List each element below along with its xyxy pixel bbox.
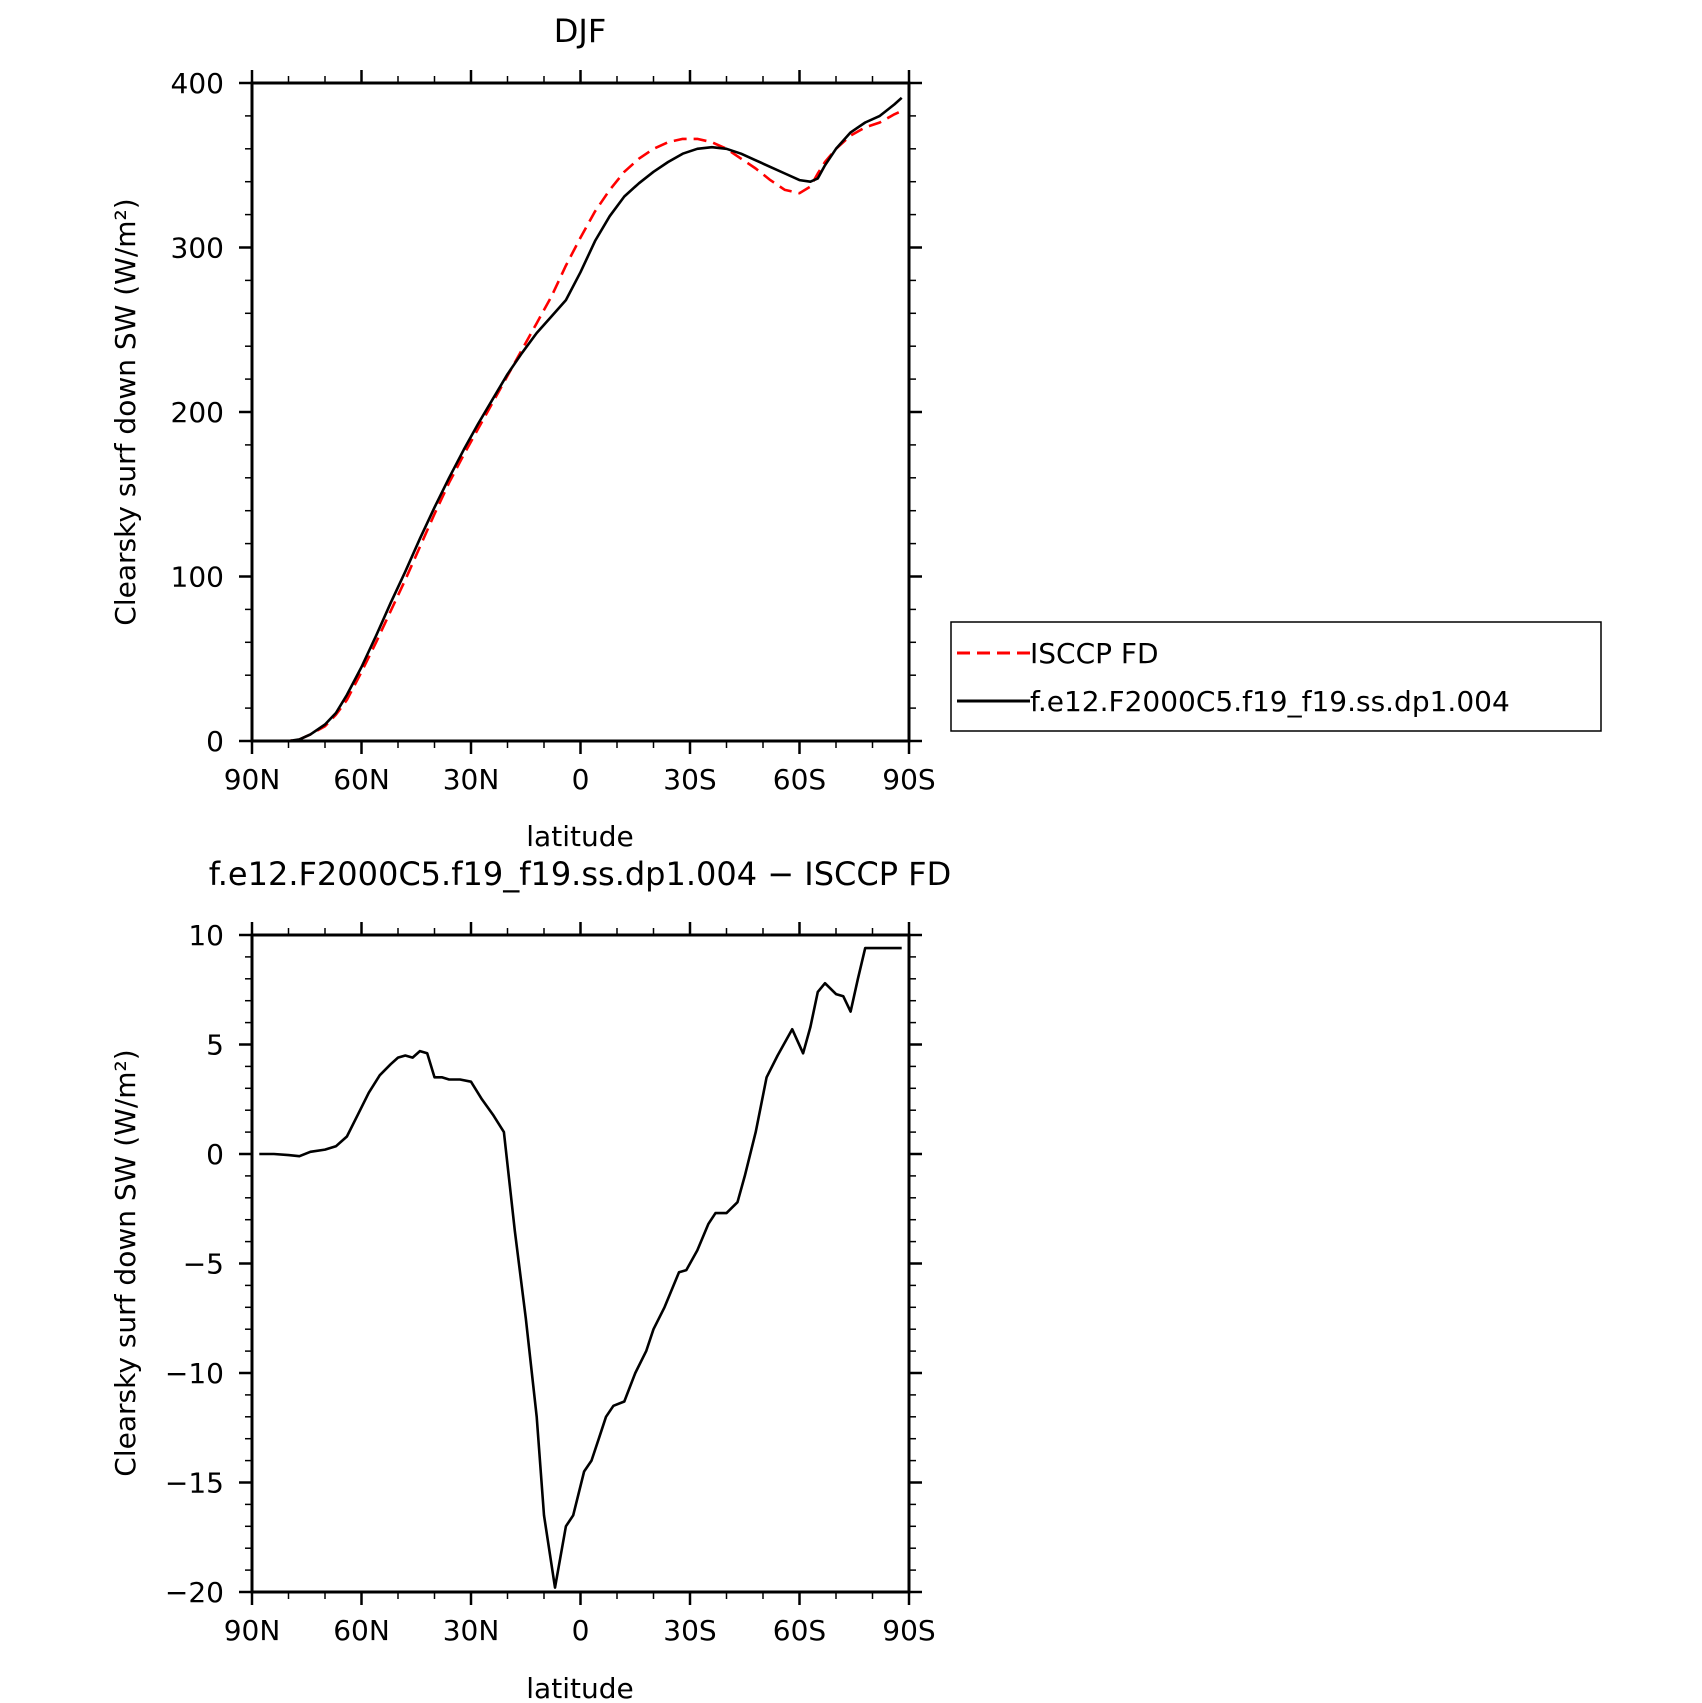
bottom-y-tick-label: 0 [206,1138,224,1171]
top-y-tick-label: 0 [206,725,224,758]
top-series-line-1 [259,96,903,743]
legend-box [950,621,1602,732]
top-series-lines [259,96,903,743]
bottom-x-tick-label: 60S [773,1614,826,1647]
legend-label-isccp: ISCCP FD [1030,637,1159,670]
panel-bottom-title: f.e12.F2000C5.f19_f19.ss.dp1.004 − ISCCP… [209,855,951,893]
bottom-axes: 90N 60N 30N 0 30S 60S 90S −20 −15 −10 −5 0 5 10 [165,919,936,1647]
bottom-y-tick-label: −15 [165,1467,224,1500]
top-y-tick-label: 300 [171,232,224,265]
bottom-x-axis-title: latitude [526,1672,633,1703]
bottom-x-tick-label: 90N [224,1614,281,1647]
panel-top-chart: DJF 90N 60N 30N 0 30S 60S 90S 0 100 200 300 400 lat… [109,12,936,853]
top-x-tick-label: 60N [333,763,390,796]
panel-bottom-chart: f.e12.F2000C5.f19_f19.ss.dp1.004 − ISCCP… [109,855,951,1703]
bottom-y-tick-label: 5 [206,1029,224,1062]
bottom-y-tick-label: −10 [165,1357,224,1390]
top-y-tick-label: 100 [171,561,224,594]
top-y-axis-title: Clearsky surf down SW (W/m²) [109,198,142,625]
top-x-tick-label: 30N [443,763,500,796]
bottom-y-tick-label: −5 [183,1248,224,1281]
bottom-series-line-0 [259,946,902,1589]
top-y-tick-label: 200 [171,396,224,429]
bottom-x-tick-label: 30S [663,1614,716,1647]
bottom-y-axis-title: Clearsky surf down SW (W/m²) [109,1049,142,1476]
top-x-tick-label: 30S [663,763,716,796]
top-y-tick-label: 400 [171,67,224,100]
bottom-x-tick-label: 90S [882,1614,935,1647]
top-x-tick-label: 60S [773,763,826,796]
top-x-axis-title: latitude [526,820,633,853]
bottom-plot-frame [250,933,911,1594]
top-axes: 90N 60N 30N 0 30S 60S 90S 0 100 200 300 400 [171,67,936,796]
bottom-x-tick-label: 30N [443,1614,500,1647]
top-x-tick-label: 90N [224,763,281,796]
top-plot-frame [250,81,911,743]
bottom-series-lines [259,946,902,1589]
top-x-tick-label: 90S [882,763,935,796]
bottom-x-tick-label: 0 [572,1614,590,1647]
bottom-y-tick-label: −20 [165,1576,224,1609]
legend-label-model: f.e12.F2000C5.f19_f19.ss.dp1.004 [1030,685,1510,718]
top-x-tick-label: 0 [572,763,590,796]
legend: ISCCP FD f.e12.F2000C5.f19_f19.ss.dp1.00… [950,621,1602,732]
bottom-x-tick-label: 60N [333,1614,390,1647]
panel-top-title: DJF [554,12,606,50]
bottom-y-tick-label: 10 [188,919,224,952]
top-series-line-0 [259,109,903,743]
